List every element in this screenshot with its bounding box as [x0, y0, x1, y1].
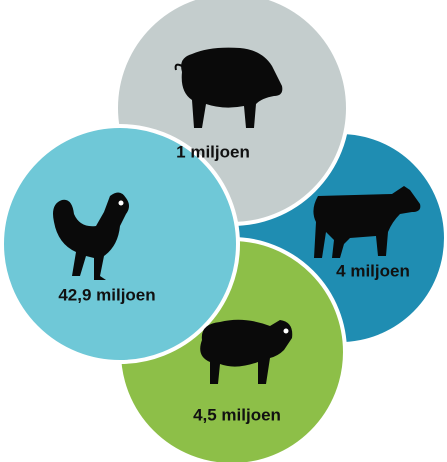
- pig-label: 1 miljoen: [176, 142, 250, 161]
- chicken-icon: [53, 192, 129, 280]
- pig-icon: [174, 47, 283, 128]
- sheep-label: 4,5 miljoen: [193, 405, 281, 424]
- cow-icon: [313, 186, 421, 258]
- chicken-circle: [0, 124, 240, 364]
- cow-label: 4 miljoen: [336, 261, 410, 280]
- chicken-label: 42,9 miljoen: [58, 285, 155, 304]
- sheep-icon: [200, 319, 293, 384]
